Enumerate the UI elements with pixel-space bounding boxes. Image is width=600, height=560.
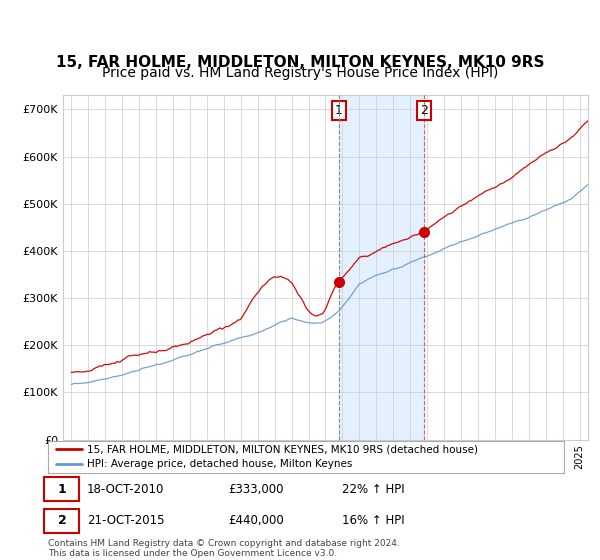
Text: Price paid vs. HM Land Registry's House Price Index (HPI): Price paid vs. HM Land Registry's House …: [102, 66, 498, 80]
Bar: [339, 95, 424, 440]
Text: 2: 2: [420, 104, 428, 117]
Text: 1: 1: [58, 483, 67, 496]
Text: 15, FAR HOLME, MIDDLETON, MILTON KEYNES, MK10 9RS: 15, FAR HOLME, MIDDLETON, MILTON KEYNES,…: [56, 55, 544, 70]
Text: Contains HM Land Registry data © Crown copyright and database right 2024.
This d: Contains HM Land Registry data © Crown c…: [48, 539, 400, 558]
Text: 2: 2: [58, 514, 67, 528]
Text: 21-OCT-2015: 21-OCT-2015: [86, 514, 164, 528]
Text: 18-OCT-2010: 18-OCT-2010: [86, 483, 164, 496]
FancyBboxPatch shape: [44, 508, 79, 533]
Text: £333,000: £333,000: [229, 483, 284, 496]
Text: 15, FAR HOLME, MIDDLETON, MILTON KEYNES, MK10 9RS (detached house): 15, FAR HOLME, MIDDLETON, MILTON KEYNES,…: [86, 445, 478, 455]
Text: £440,000: £440,000: [229, 514, 284, 528]
Text: 16% ↑ HPI: 16% ↑ HPI: [342, 514, 405, 528]
FancyBboxPatch shape: [44, 477, 79, 501]
Text: HPI: Average price, detached house, Milton Keynes: HPI: Average price, detached house, Milt…: [86, 459, 352, 469]
Text: 1: 1: [335, 104, 343, 117]
Text: 22% ↑ HPI: 22% ↑ HPI: [342, 483, 405, 496]
